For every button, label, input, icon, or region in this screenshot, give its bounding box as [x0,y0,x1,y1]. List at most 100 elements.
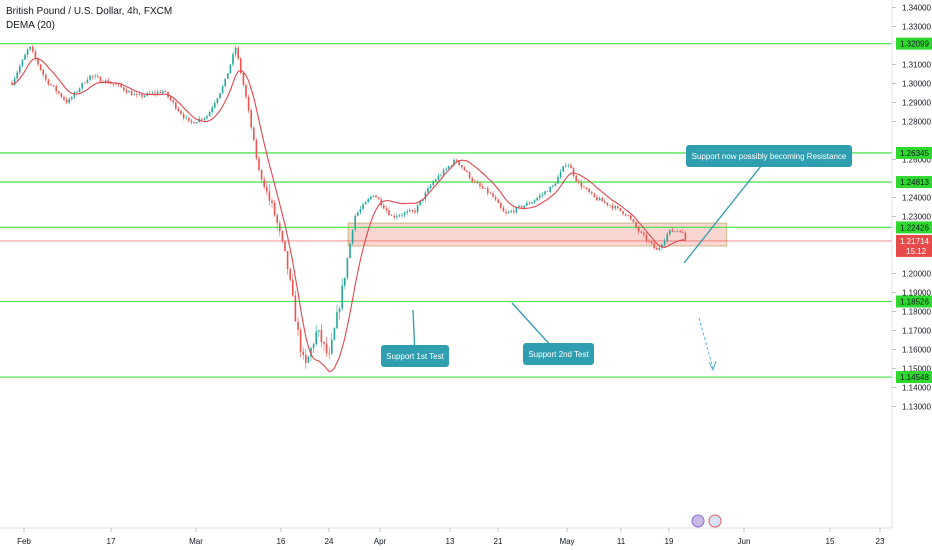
callout-box [381,345,449,367]
callout-support-2nd-test[interactable]: Support 2nd Test [511,302,594,365]
candle-body [494,196,497,200]
price-tick-label: 1.13000 [902,403,931,412]
candle-body [110,83,112,84]
candle-body [679,230,681,232]
candle-body [58,91,60,94]
candle-body [674,231,676,232]
candle-body [242,72,245,86]
candle-body [513,211,515,213]
candle-body [580,182,583,188]
level-price-tag[interactable] [896,37,932,50]
candle-body [484,188,486,189]
candle-body [487,188,489,194]
candle-body [492,193,494,197]
candle-body [221,86,224,94]
candle-body [253,127,255,141]
level-price-tag[interactable] [896,221,932,234]
candle-body [172,100,174,103]
candle-body [658,247,661,250]
candle-body [286,251,289,269]
symbol-title: British Pound / U.S. Dollar, 4h, FXCM [6,6,173,17]
price-tick-label: 1.15000 [902,365,931,374]
callout-resistance[interactable]: Support now possibly becoming Resistance [683,145,852,264]
candle-body [99,77,102,82]
candle-body [533,200,536,203]
candle-body [68,98,70,103]
candle-body [24,54,26,60]
candle-body [16,72,18,79]
us-event-flag-icon[interactable] [708,514,722,528]
candle-body [409,210,411,212]
candle-body [354,215,356,230]
time-tick-label: May [559,537,574,546]
candle-body [510,211,512,213]
candle-body [71,97,73,99]
candle-body [34,51,37,59]
candle-body [151,92,154,94]
level-price-tag[interactable] [896,146,932,159]
candle-body [463,167,466,171]
candle-body [526,202,528,206]
candle-body [89,75,91,80]
candle-body [211,107,213,112]
candle-body [247,96,250,111]
candle-body [32,46,34,52]
projection-arrow-line[interactable] [698,317,714,369]
time-tick-label: Mar [189,537,203,546]
candle-body [240,58,242,73]
candle-body [682,231,684,233]
candle-body [611,205,614,209]
candle-body [185,117,187,119]
candle-body [250,110,252,128]
candle-body [84,82,86,84]
candle-body [26,49,29,55]
candle-body [453,159,455,166]
candle-body [559,171,562,177]
candle-body [351,229,354,244]
current-price-tag[interactable] [896,234,932,257]
candle-body [450,165,453,167]
candle-body [156,91,159,94]
support-zone-box[interactable] [347,222,728,247]
level-price-tag-label: 1.22426 [900,223,929,232]
candle-body [403,212,406,216]
candle-body [588,188,590,193]
level-price-tag[interactable] [896,295,932,308]
time-tick-label: 13 [446,537,455,546]
callout-support-1st-test[interactable]: Support 1st Test [381,309,449,367]
callout-text: Support now possibly becoming Resistance [692,152,847,161]
candle-body [442,169,445,176]
candle-body [523,205,525,208]
candle-body [474,181,476,182]
level-price-tag[interactable] [896,176,932,189]
candle-body [81,82,83,89]
candle-body [271,200,273,203]
candle-body [216,98,219,104]
candle-body [130,91,133,96]
callout-box [686,145,852,167]
candle-body [91,75,94,77]
uk-event-flag-icon[interactable] [691,514,705,528]
candle-body [427,188,429,193]
candle-body [500,202,502,208]
bar-countdown-label: 15:12 [906,247,927,256]
dema-line [11,57,686,373]
candle-body [445,168,447,170]
candle-body [29,46,31,50]
candle-body [362,204,364,209]
candle-body [37,58,39,65]
candle-body [645,234,648,241]
level-price-tag[interactable] [896,371,932,384]
candle-body [416,205,419,213]
candle-body [159,91,161,94]
candle-body [60,93,63,98]
candle-body [632,219,635,223]
candle-body [432,181,434,186]
candle-body [302,351,304,355]
candle-body [406,211,408,213]
price-tick-label: 1.14000 [902,384,931,393]
candle-body [565,165,567,167]
candle-body [331,339,333,354]
candle-body [640,231,642,233]
